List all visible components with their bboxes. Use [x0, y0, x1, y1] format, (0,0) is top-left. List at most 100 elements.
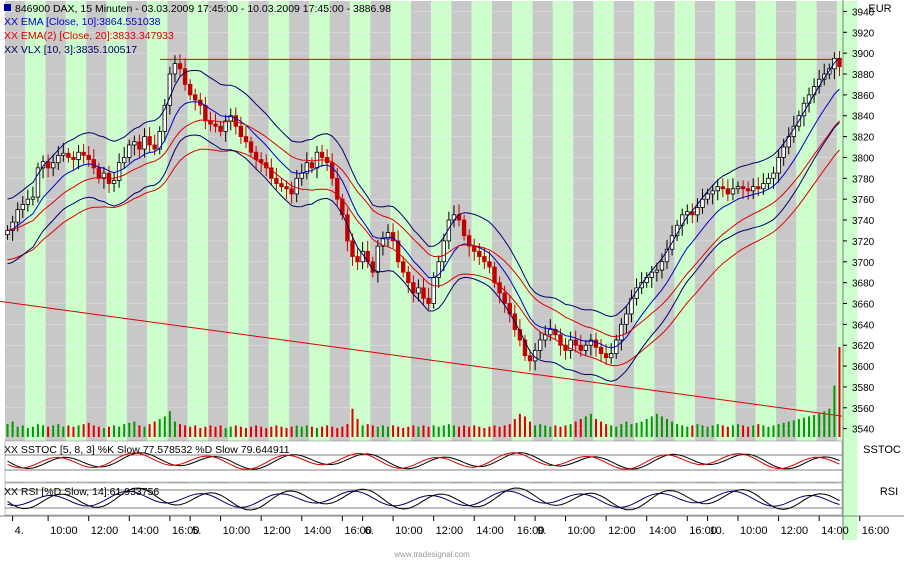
- volume-bar: [584, 416, 587, 437]
- candle-body: [730, 188, 736, 195]
- candle-body: [527, 355, 533, 362]
- volume-bar: [351, 408, 354, 437]
- volume-bar: [239, 426, 242, 437]
- volume-bar: [716, 424, 719, 437]
- volume-bar: [31, 426, 34, 437]
- volume-bar: [737, 424, 740, 437]
- x-tick-label: 9.: [537, 525, 546, 537]
- volume-bar: [473, 425, 476, 437]
- candle-body: [350, 240, 355, 257]
- candle-body: [598, 346, 604, 354]
- candle-body: [725, 188, 731, 195]
- hour-band: [390, 1, 411, 540]
- candle-body: [203, 104, 208, 122]
- volume-bar: [16, 426, 19, 437]
- volume-bar: [630, 424, 633, 437]
- candle-body: [568, 339, 573, 351]
- axes: 3540 3560 3580 3600 3620 3640 3660 3680 3700 3720…: [0, 0, 904, 540]
- x-tick-label: 10:00: [50, 525, 78, 537]
- volume-bar: [498, 426, 501, 437]
- hour-band: [532, 1, 553, 540]
- candle-body: [588, 339, 594, 346]
- volume-bar: [179, 424, 182, 437]
- x-tick-label: 6.: [365, 525, 374, 537]
- volume-bar: [346, 424, 349, 437]
- hour-band: [86, 1, 107, 540]
- volume-bar: [529, 421, 532, 437]
- volume-bar: [315, 428, 318, 437]
- x-tick-label: 16:00: [862, 525, 890, 537]
- candle-body: [385, 232, 391, 240]
- hour-band: [370, 1, 391, 540]
- candle-body: [71, 157, 76, 160]
- candle-body: [624, 313, 629, 325]
- candle-body: [441, 240, 446, 263]
- volume-bar: [483, 428, 486, 437]
- y-tick-label: 3720: [852, 237, 875, 248]
- volume-bar: [381, 425, 384, 437]
- y-tick-label: 3580: [852, 383, 875, 394]
- y-tick-label: 3760: [852, 195, 875, 206]
- volume-bar: [640, 421, 643, 437]
- volume-bar: [219, 425, 222, 437]
- rsi-signal-line: [7, 490, 840, 508]
- candle-body: [436, 261, 441, 278]
- volume-bar: [620, 424, 623, 437]
- volume-bar: [244, 428, 247, 437]
- candle-body: [299, 172, 304, 179]
- volume-bar: [102, 428, 105, 437]
- candle-body: [238, 125, 244, 137]
- candle-body: [289, 188, 294, 195]
- candle-body: [710, 190, 715, 195]
- volume-bar: [371, 425, 374, 437]
- x-tick-label: 12:00: [781, 525, 809, 537]
- ema20-legend: XX EMA(2) [Close, 20]:3833.347933: [4, 30, 174, 42]
- candle-body: [269, 167, 274, 179]
- candle-body: [654, 269, 660, 273]
- volume-bar: [463, 425, 466, 437]
- volume-bar: [731, 425, 734, 437]
- volume-bar: [645, 419, 648, 437]
- candle-body: [218, 125, 223, 132]
- volume-bar: [321, 426, 324, 437]
- volume-bar: [42, 425, 45, 437]
- candle-body: [735, 186, 741, 190]
- volume-bar: [544, 425, 547, 437]
- candle-body: [147, 136, 152, 146]
- volume-bar: [386, 426, 389, 437]
- candle-body: [15, 209, 20, 223]
- candle-body: [122, 157, 127, 164]
- volume-bar: [392, 425, 395, 437]
- volume-bar: [412, 425, 415, 437]
- candle-body: [208, 120, 213, 125]
- volume-bar: [787, 421, 790, 437]
- candle-body: [187, 84, 193, 96]
- candle-body: [416, 287, 421, 294]
- candle-body: [537, 339, 543, 351]
- candle-body: [142, 136, 147, 150]
- volume-bar: [36, 424, 39, 437]
- y-tick-label: 3620: [852, 341, 875, 352]
- candle-body: [756, 186, 761, 190]
- indicator-lines: [7, 57, 840, 382]
- x-tick-label: 12:00: [608, 525, 636, 537]
- volume-bar: [376, 426, 379, 437]
- volume-bar: [366, 424, 369, 437]
- candle-body: [66, 152, 71, 158]
- candle-body: [608, 353, 614, 359]
- sstoc-k-line: [7, 452, 840, 470]
- volume-bar: [204, 426, 207, 437]
- watermark: www.tradesignal.com: [393, 550, 470, 559]
- candle-body: [705, 193, 710, 200]
- candle-body: [329, 162, 335, 179]
- candle-body: [578, 344, 583, 351]
- volume-bar: [747, 426, 750, 437]
- candle-body: [355, 256, 360, 263]
- volume-bar: [265, 428, 268, 437]
- candle-body: [162, 104, 167, 132]
- volume-bar: [148, 424, 151, 437]
- session-bands: [5, 1, 858, 540]
- candle-body: [426, 297, 431, 304]
- volume-bar: [422, 425, 425, 437]
- candle-body: [157, 130, 162, 150]
